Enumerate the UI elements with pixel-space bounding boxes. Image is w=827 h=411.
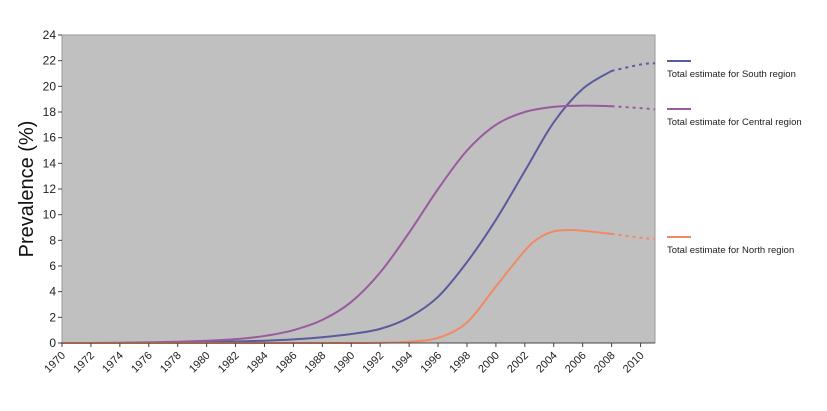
- y-tick-label: 12: [43, 182, 57, 196]
- y-tick-label: 0: [49, 336, 56, 350]
- x-tick-label: 1986: [274, 350, 300, 376]
- y-tick-label: 4: [49, 285, 56, 299]
- legend-label-1: Total estimate for Central region: [667, 117, 802, 128]
- x-tick-label: 1992: [361, 350, 387, 376]
- x-tick-label: 1998: [447, 350, 473, 376]
- y-tick-label: 22: [43, 54, 57, 68]
- x-tick-label: 1984: [245, 350, 271, 376]
- series-projection-0: [611, 62, 656, 72]
- x-tick-label: 2010: [621, 350, 647, 376]
- y-tick-label: 14: [43, 156, 57, 170]
- series-projection-1: [611, 105, 656, 111]
- y-tick-label: 2: [49, 310, 56, 324]
- x-tick-label: 2006: [563, 350, 589, 376]
- plot-area: [61, 34, 656, 344]
- y-tick-label: 10: [43, 208, 57, 222]
- x-tick-label: 1974: [100, 350, 126, 376]
- x-tick-label: 2000: [476, 350, 502, 376]
- series-projection-2: [611, 232, 656, 241]
- legend: Total estimate for South region Total est…: [667, 60, 802, 256]
- plot-background: [61, 34, 656, 344]
- x-tick-label: 1994: [389, 350, 415, 376]
- x-axis: 1970 1972 1974 1976 1978 1980 1982 1984 1986 1988…: [42, 342, 655, 376]
- x-tick-label: 1988: [303, 350, 329, 376]
- x-tick-label: 1976: [129, 350, 155, 376]
- x-tick-label: 1990: [332, 350, 358, 376]
- y-axis-label: Prevalence (%): [16, 121, 38, 258]
- y-tick-label: 24: [43, 28, 57, 42]
- y-tick-label: 16: [43, 131, 57, 145]
- y-tick-label: 8: [49, 233, 56, 247]
- legend-label-0: Total estimate for South region: [667, 69, 796, 80]
- y-tick-label: 6: [49, 259, 56, 273]
- x-tick-label: 1982: [216, 350, 242, 376]
- x-tick-label: 2002: [505, 350, 531, 376]
- y-tick-label: 20: [43, 79, 57, 93]
- x-tick-label: 1972: [71, 350, 97, 376]
- x-tick-label: 2004: [534, 350, 560, 376]
- x-tick-label: 1970: [42, 350, 68, 376]
- legend-label-2: Total estimate for North region: [667, 245, 794, 256]
- x-tick-label: 2008: [592, 350, 618, 376]
- y-tick-label: 18: [43, 105, 57, 119]
- x-tick-label: 1980: [187, 350, 213, 376]
- x-tick-label: 1996: [418, 350, 444, 376]
- x-tick-label: 1978: [158, 350, 184, 376]
